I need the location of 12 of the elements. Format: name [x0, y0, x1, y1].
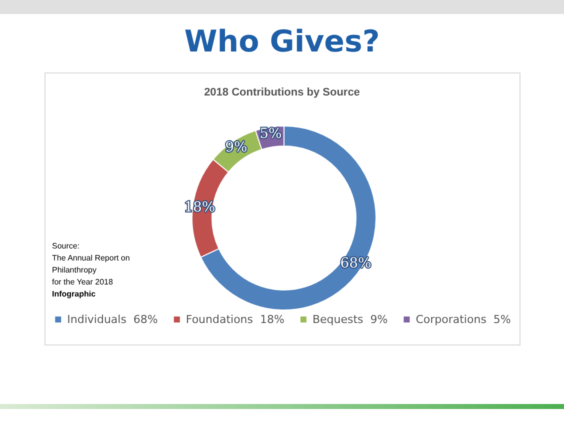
legend-label: Bequests 9%: [312, 313, 388, 326]
text: The Annual Report on: [52, 254, 130, 262]
chart-title: Who Gives?: [184, 24, 380, 60]
text: Philanthropy: [52, 266, 96, 274]
legend-label: Corporations 5%: [416, 313, 511, 326]
chart-subtitle: 2018 Contributions by Source: [204, 86, 360, 98]
legend-label: Individuals 68%: [67, 313, 158, 326]
source-note: Source:: [52, 242, 80, 250]
data-label: 5%: [260, 126, 282, 142]
text: for the Year 2018: [52, 278, 114, 286]
text: Infographic: [52, 290, 96, 298]
legend-label: Foundations 18%: [186, 313, 284, 326]
